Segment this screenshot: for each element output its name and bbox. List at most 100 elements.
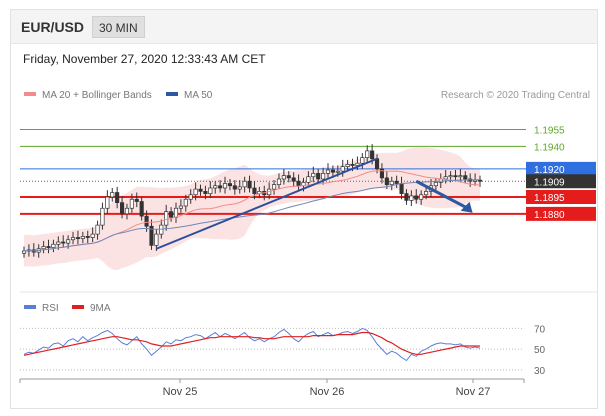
candle-body <box>433 182 438 187</box>
candle-body <box>286 175 291 179</box>
candle-body <box>70 237 76 241</box>
candle-body <box>227 183 233 187</box>
projection-arrowhead <box>460 201 473 213</box>
candle-body <box>203 191 208 194</box>
timeframe-button[interactable]: 30 MIN <box>92 16 145 38</box>
candle-body <box>276 178 282 185</box>
x-tick-label: Nov 27 <box>456 386 491 398</box>
candle-body <box>360 157 365 164</box>
legend-swatch <box>166 92 178 96</box>
candle-body <box>193 188 198 196</box>
candle-body <box>379 168 385 179</box>
candle-body <box>423 191 429 196</box>
candle-body <box>443 176 448 180</box>
candle-body <box>389 180 394 185</box>
candle-body <box>124 207 130 215</box>
candle-body <box>477 179 483 182</box>
chart-header: EUR/USD 30 MIN <box>11 10 597 44</box>
datetime-label: Friday, November 27, 2020 12:33:43 AM CE… <box>23 52 266 66</box>
rsi-tick-label: 50 <box>534 345 546 356</box>
ma50-line <box>23 179 481 252</box>
candle-body <box>85 236 90 238</box>
candle-body <box>46 246 51 248</box>
candle-body <box>66 239 71 244</box>
candle-body <box>75 237 81 239</box>
candle-body <box>90 233 95 238</box>
candle-body <box>419 194 424 200</box>
level-label: 1.1895 <box>534 193 565 204</box>
level-label-box <box>526 190 596 204</box>
candle-body <box>316 173 321 180</box>
candle-body <box>105 196 110 209</box>
candle-body <box>41 246 46 250</box>
legend-label: MA 20 + Bollinger Bands <box>42 90 152 101</box>
level-label-box <box>526 161 596 176</box>
candle-body <box>271 184 277 190</box>
bollinger-band-area <box>24 146 480 270</box>
rsi-tick-label: 70 <box>534 324 546 335</box>
candle-body <box>311 173 316 178</box>
candle-body <box>80 236 85 239</box>
candle-body <box>414 195 419 200</box>
rsi-line <box>23 327 481 362</box>
candle-body <box>281 175 286 180</box>
candle-body <box>173 207 179 218</box>
candle-body <box>134 198 139 202</box>
level-label-box <box>526 206 596 221</box>
candle-body <box>188 194 193 200</box>
candle-body <box>232 185 237 190</box>
candle-body <box>335 170 340 173</box>
candle-body <box>252 187 257 194</box>
candle-body <box>183 198 188 207</box>
candle-body <box>95 224 100 235</box>
candle-body <box>321 173 326 180</box>
candle-body <box>365 150 370 158</box>
candle-body <box>129 198 134 209</box>
candle-body <box>399 183 404 194</box>
credit-text: Research © 2020 Trading Central <box>441 90 590 101</box>
candle-body <box>178 205 183 209</box>
candle-body <box>213 185 218 189</box>
level-label: 1.1880 <box>534 210 565 221</box>
candle-body <box>154 233 159 246</box>
candle-body <box>61 241 66 244</box>
candle-body <box>453 175 458 178</box>
candle-body <box>218 185 223 189</box>
candle-body <box>139 201 144 217</box>
candle-body <box>100 207 105 226</box>
candle-body <box>404 193 409 201</box>
candle-body <box>149 225 154 246</box>
candle-body <box>296 180 301 187</box>
candle-body <box>144 215 149 227</box>
rsi-legend-label: 9MA <box>90 303 111 314</box>
candle-body <box>115 192 120 203</box>
symbol-label: EUR/USD <box>21 19 85 35</box>
projection-arrow-shaft <box>415 179 470 211</box>
candle-body <box>208 187 213 194</box>
candle-body <box>355 162 360 166</box>
candle-body <box>340 166 345 172</box>
rsi-tick-label: 30 <box>534 366 546 377</box>
level-label: 1.1940 <box>534 142 565 153</box>
x-tick-label: Nov 26 <box>310 386 345 398</box>
rsi-legend-swatch <box>72 305 84 309</box>
candle-body <box>458 175 463 178</box>
candle-body <box>242 180 247 188</box>
candle-body <box>164 211 169 226</box>
candle-body <box>306 176 311 183</box>
candle-body <box>394 180 399 184</box>
level-label: 1.1920 <box>534 165 565 176</box>
candle-body <box>237 186 242 190</box>
candle-body <box>350 164 355 166</box>
level-label: 1.1909 <box>534 177 565 188</box>
candle-body <box>370 150 375 160</box>
candle-body <box>384 177 389 185</box>
candle-body <box>473 179 478 182</box>
candle-body <box>222 183 228 189</box>
candle-body <box>198 188 203 192</box>
candle-body <box>247 180 252 189</box>
candle-body <box>291 177 296 182</box>
candle-body <box>56 241 61 245</box>
legend-swatch <box>24 92 36 96</box>
